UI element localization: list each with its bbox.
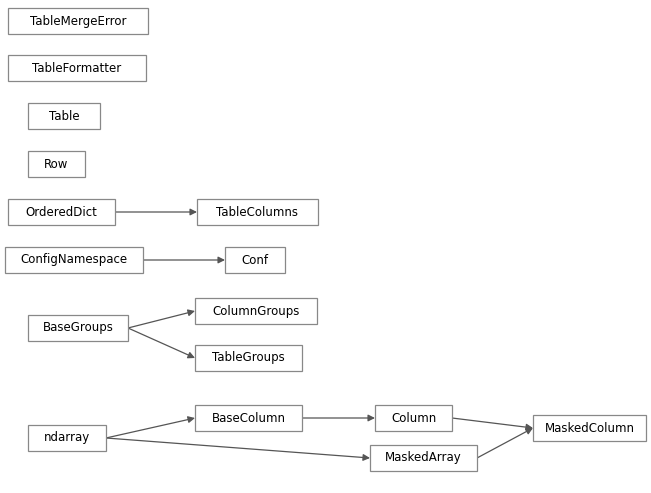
Text: ColumnGroups: ColumnGroups	[212, 305, 299, 317]
FancyBboxPatch shape	[28, 103, 100, 129]
FancyBboxPatch shape	[8, 55, 146, 81]
FancyBboxPatch shape	[8, 8, 148, 34]
FancyBboxPatch shape	[225, 247, 285, 273]
FancyBboxPatch shape	[28, 425, 106, 451]
Text: MaskedColumn: MaskedColumn	[544, 422, 635, 434]
Text: BaseColumn: BaseColumn	[212, 412, 286, 424]
FancyBboxPatch shape	[195, 405, 302, 431]
FancyBboxPatch shape	[195, 298, 317, 324]
Text: ndarray: ndarray	[44, 431, 90, 445]
Text: OrderedDict: OrderedDict	[25, 206, 98, 218]
FancyBboxPatch shape	[195, 345, 302, 371]
Text: TableMergeError: TableMergeError	[30, 14, 126, 28]
Text: TableColumns: TableColumns	[217, 206, 299, 218]
Text: Column: Column	[391, 412, 436, 424]
FancyBboxPatch shape	[370, 445, 477, 471]
FancyBboxPatch shape	[28, 151, 85, 177]
FancyBboxPatch shape	[375, 405, 452, 431]
Text: TableFormatter: TableFormatter	[33, 62, 122, 74]
FancyBboxPatch shape	[8, 199, 115, 225]
Text: Conf: Conf	[242, 253, 268, 267]
Text: BaseGroups: BaseGroups	[42, 321, 113, 334]
FancyBboxPatch shape	[197, 199, 318, 225]
FancyBboxPatch shape	[28, 315, 128, 341]
Text: Row: Row	[44, 157, 69, 171]
FancyBboxPatch shape	[533, 415, 646, 441]
Text: Table: Table	[49, 109, 79, 122]
Text: MaskedArray: MaskedArray	[385, 452, 462, 464]
Text: ConfigNamespace: ConfigNamespace	[20, 253, 128, 267]
FancyBboxPatch shape	[5, 247, 143, 273]
Text: TableGroups: TableGroups	[212, 352, 285, 364]
